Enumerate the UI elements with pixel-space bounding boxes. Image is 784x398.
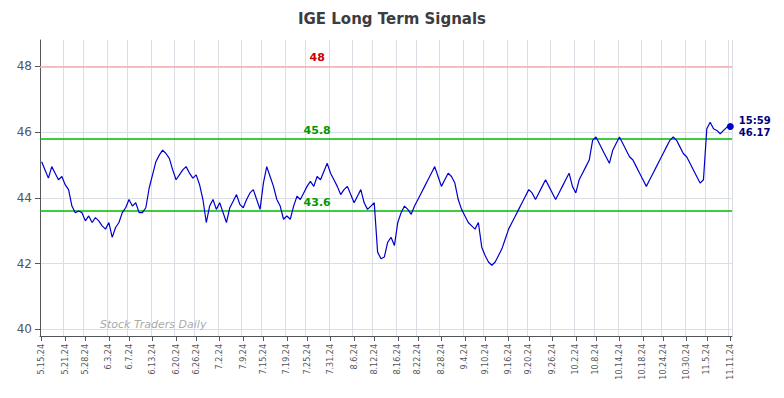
svg-text:5.28.24: 5.28.24 [81, 344, 90, 375]
svg-text:10.18.24: 10.18.24 [638, 344, 647, 380]
svg-text:46.17: 46.17 [739, 127, 771, 138]
svg-text:11.5.24: 11.5.24 [702, 344, 711, 375]
svg-text:46: 46 [17, 125, 32, 139]
svg-text:6.7.24: 6.7.24 [125, 344, 134, 369]
svg-text:7.15.24: 7.15.24 [259, 344, 268, 375]
svg-text:8.16.24: 8.16.24 [393, 344, 402, 375]
svg-text:10.24.24: 10.24.24 [659, 344, 668, 380]
svg-text:40: 40 [17, 322, 32, 336]
svg-text:48: 48 [309, 51, 324, 64]
svg-text:7.31.24: 7.31.24 [326, 344, 335, 375]
svg-text:8.12.24: 8.12.24 [370, 344, 379, 375]
svg-text:10.14.24: 10.14.24 [615, 344, 624, 380]
svg-text:8.28.24: 8.28.24 [437, 344, 446, 375]
svg-text:9.20.24: 9.20.24 [524, 344, 533, 375]
svg-text:8.6.24: 8.6.24 [350, 344, 359, 369]
svg-text:IGE Long Term Signals: IGE Long Term Signals [298, 10, 486, 28]
svg-text:7.2.24: 7.2.24 [215, 344, 224, 369]
svg-text:43.6: 43.6 [304, 196, 331, 209]
svg-text:8.22.24: 8.22.24 [413, 344, 422, 375]
svg-text:6.13.24: 6.13.24 [148, 344, 157, 375]
svg-text:9.16.24: 9.16.24 [504, 344, 513, 375]
svg-text:42: 42 [17, 257, 32, 271]
svg-text:15:59: 15:59 [739, 115, 771, 126]
svg-text:6.3.24: 6.3.24 [104, 344, 113, 369]
svg-text:6.26.24: 6.26.24 [192, 344, 201, 375]
svg-text:45.8: 45.8 [304, 124, 331, 137]
svg-text:6.20.24: 6.20.24 [172, 344, 181, 375]
svg-text:5.15.24: 5.15.24 [37, 344, 46, 375]
svg-text:10.30.24: 10.30.24 [682, 344, 691, 380]
svg-text:48: 48 [17, 59, 32, 73]
svg-text:9.4.24: 9.4.24 [460, 344, 469, 369]
svg-text:10.2.24: 10.2.24 [571, 344, 580, 375]
svg-text:44: 44 [17, 191, 32, 205]
svg-text:9.10.24: 9.10.24 [481, 344, 490, 375]
svg-text:7.19.24: 7.19.24 [282, 344, 291, 375]
svg-text:11.11.24: 11.11.24 [726, 344, 735, 380]
svg-text:10.8.24: 10.8.24 [591, 344, 600, 375]
svg-text:7.9.24: 7.9.24 [239, 344, 248, 369]
svg-text:9.26.24: 9.26.24 [548, 344, 557, 375]
svg-text:5.21.24: 5.21.24 [61, 344, 70, 375]
svg-text:Stock Traders Daily: Stock Traders Daily [100, 318, 207, 331]
svg-text:7.25.24: 7.25.24 [303, 344, 312, 375]
